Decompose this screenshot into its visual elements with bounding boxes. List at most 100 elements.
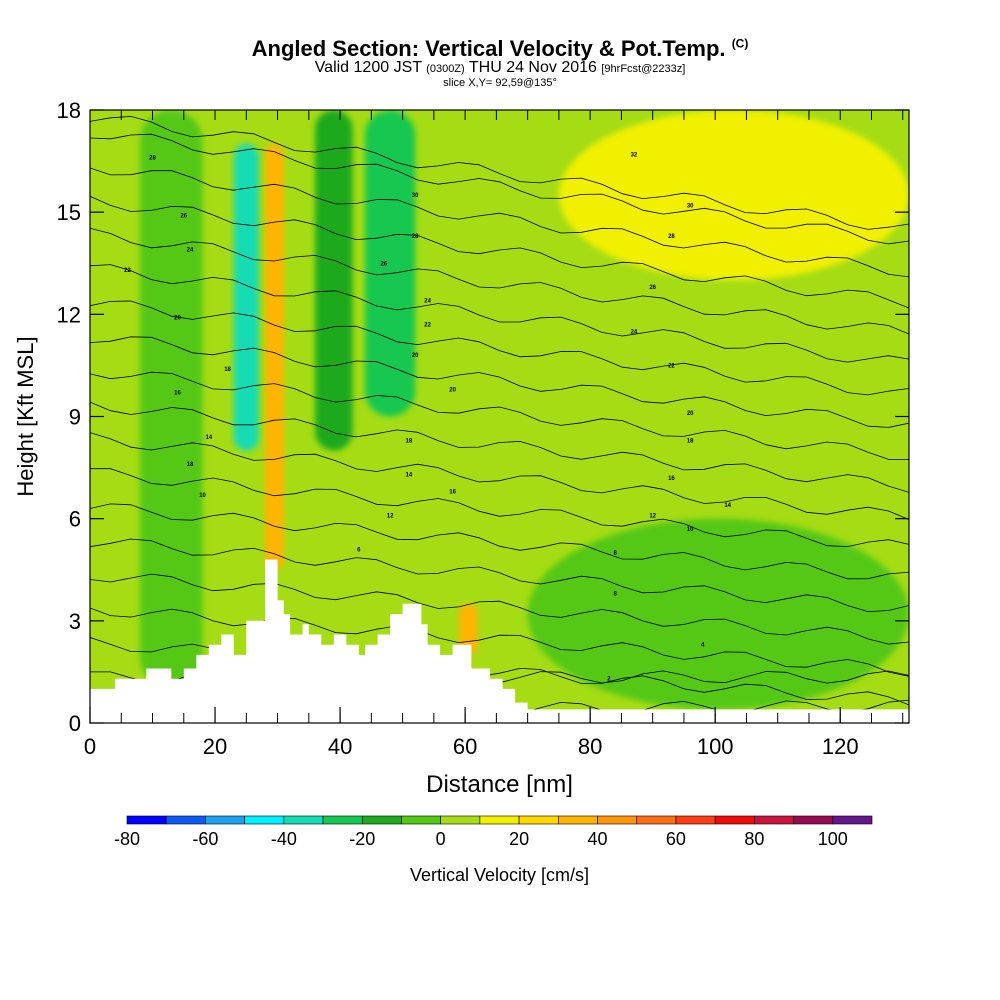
isentrope-label: 28 — [149, 156, 156, 162]
y-axis-label: Height [Kft MSL] — [13, 336, 38, 496]
isentrope-label: 14 — [724, 503, 731, 509]
y-tick-label: 6 — [69, 507, 81, 532]
colorbar-swatch — [440, 815, 481, 825]
colorbar-label: Vertical Velocity [cm/s] — [410, 865, 589, 885]
x-tick-label: 20 — [203, 734, 227, 759]
forecast-info: [9hrFcst@2233z] — [601, 63, 686, 75]
isentrope-label: 18 — [687, 438, 694, 444]
colorbar-swatch — [754, 815, 794, 825]
valid-utc: (0300Z) — [426, 63, 465, 75]
isentrope-label: 16 — [174, 391, 181, 397]
x-tick-label: 120 — [822, 734, 859, 759]
isentrope-label: 8 — [613, 551, 617, 557]
isentrope-label: 32 — [631, 152, 638, 158]
colorbar-swatch — [283, 815, 324, 825]
slice-info: slice X,Y= 92,59@135° — [443, 77, 557, 89]
colorbar-swatch — [165, 815, 206, 825]
colorbar-swatch — [675, 815, 716, 825]
x-tick-label: 60 — [453, 734, 477, 759]
isentrope-10 — [90, 538, 909, 613]
isentrope-label: 14 — [205, 435, 212, 441]
velocity-cell-7 — [558, 110, 909, 281]
isentrope-label: 20 — [687, 411, 694, 417]
colorbar-swatch — [636, 815, 677, 825]
y-tick-label: 12 — [57, 302, 81, 327]
colorbar-swatch — [126, 815, 167, 825]
isentrope-12 — [90, 503, 909, 580]
x-tick-label: 0 — [84, 734, 96, 759]
colorbar-tick-label: -80 — [114, 829, 140, 849]
plot-area: 2468810101212141416161818182014201618202… — [90, 110, 909, 723]
velocity-cell-3 — [315, 110, 353, 451]
colorbar-swatch — [558, 815, 598, 825]
colorbar-tick-label: 100 — [818, 829, 848, 849]
y-tick-label: 9 — [69, 405, 81, 430]
colorbar-swatch — [479, 815, 520, 825]
isentrope-8 — [90, 573, 909, 645]
colorbar-tick-label: 80 — [744, 829, 764, 849]
isentrope-label: 20 — [449, 387, 456, 393]
colorbar-tick-label: 40 — [588, 829, 608, 849]
isentrope-26 — [90, 264, 909, 363]
y-tick-label: 3 — [69, 609, 81, 634]
chart-title-text: Angled Section: Vertical Velocity & Pot.… — [251, 36, 726, 61]
isentrope-label: 18 — [224, 367, 231, 373]
isentrope-label: 12 — [649, 513, 656, 519]
valid-prefix: Valid 1200 JST — [314, 59, 422, 76]
isentrope-label: 24 — [424, 299, 431, 305]
terrain — [90, 559, 909, 723]
isentrope-label: 6 — [357, 547, 361, 553]
isentrope-label: 12 — [387, 513, 394, 519]
isentrope-22 — [90, 336, 909, 428]
colorbar-tick-label: 20 — [509, 829, 529, 849]
colorbar-swatch — [518, 815, 559, 825]
velocity-cell-1 — [233, 144, 259, 451]
colorbar-swatch — [361, 815, 402, 825]
colorbar-swatch — [401, 815, 441, 825]
x-tick-label: 100 — [697, 734, 734, 759]
x-tick-label: 80 — [578, 734, 602, 759]
isentrope-18 — [90, 401, 909, 493]
isentrope-30 — [90, 195, 909, 309]
colorbar-swatch — [322, 815, 363, 825]
isentrope-label: 18 — [187, 462, 194, 468]
isentrope-label: 2 — [607, 677, 611, 683]
chart-title: Angled Section: Vertical Velocity & Pot.… — [0, 36, 1000, 62]
isentrope-34 — [90, 133, 909, 245]
isentrope-28 — [90, 227, 909, 335]
velocity-cell-4 — [365, 110, 416, 417]
y-tick-label: 18 — [57, 98, 81, 123]
isentrope-14 — [90, 468, 909, 548]
x-axis-label: Distance [nm] — [426, 771, 573, 798]
isentrope-16 — [90, 432, 909, 520]
x-tick-label: 40 — [328, 734, 352, 759]
isentrope-label: 30 — [687, 203, 694, 209]
isentrope-6 — [90, 607, 909, 677]
isentrope-label: 18 — [406, 438, 413, 444]
chart-title-unit: (C) — [731, 36, 749, 51]
isentrope-label: 26 — [649, 285, 656, 291]
isentrope-label: 22 — [424, 323, 431, 329]
isentrope-label: 8 — [613, 592, 617, 598]
colorbar-tick-label: -60 — [192, 829, 218, 849]
colorbar-swatch — [244, 815, 285, 825]
isentrope-label: 10 — [199, 493, 206, 499]
isentrope-20 — [90, 371, 909, 460]
velocity-cell-6 — [527, 518, 909, 710]
isentrope-label: 26 — [180, 214, 187, 220]
isentrope-label: 10 — [687, 527, 694, 533]
isentrope-label: 24 — [631, 329, 638, 335]
colorbar-swatch — [793, 815, 834, 825]
isentrope-label: 16 — [668, 476, 675, 482]
colorbar-tick-label: 60 — [666, 829, 686, 849]
isentrope-label: 22 — [124, 268, 131, 274]
isentrope-label: 22 — [668, 363, 675, 369]
velocity-cell-0 — [140, 110, 203, 689]
isentrope-label: 14 — [406, 472, 413, 478]
isentrope-label: 20 — [174, 316, 181, 322]
colorbar-swatch — [714, 815, 755, 825]
y-tick-label: 0 — [69, 711, 81, 736]
isentrope-36 — [90, 115, 909, 230]
colorbar-swatch — [597, 815, 638, 825]
